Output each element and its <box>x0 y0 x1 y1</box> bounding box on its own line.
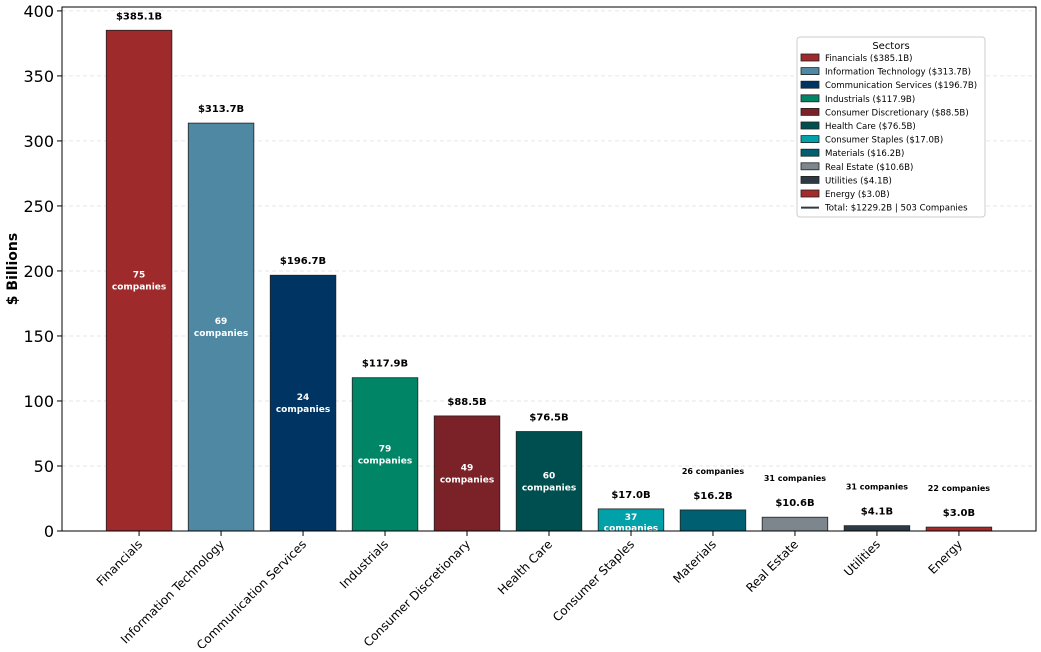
x-tick-label: Industrials <box>337 537 391 591</box>
legend-entry: Real Estate ($10.6B) <box>825 163 913 173</box>
legend-swatch-9 <box>800 175 820 184</box>
legend-swatch-1 <box>800 67 820 75</box>
x-tick-label: Real Estate <box>743 537 801 595</box>
company-label: companies <box>112 283 166 293</box>
bar-3 <box>351 377 419 532</box>
company-count: 37 <box>625 513 638 523</box>
company-label: companies <box>358 456 412 466</box>
company-label: companies <box>276 405 330 415</box>
legend-entry: Financials ($385.1B) <box>825 54 913 64</box>
company-label: 31 companies <box>846 483 908 492</box>
company-label: 22 companies <box>928 484 990 493</box>
y-axis-label: $ Billions <box>5 233 21 305</box>
y-tick-label: 100 <box>23 392 54 411</box>
company-label: 26 companies <box>682 467 744 476</box>
company-label: companies <box>194 329 248 339</box>
bar-7 <box>679 509 747 532</box>
y-tick-label: 50 <box>34 457 54 476</box>
bar-0 <box>105 29 173 532</box>
legend-entry: Industrials ($117.9B) <box>825 95 915 105</box>
legend-swatch-10 <box>800 189 820 198</box>
legend-swatch-3 <box>800 94 820 103</box>
legend-entry: Energy ($3.0B) <box>825 190 890 200</box>
value-label: $76.5B <box>529 413 568 424</box>
value-label: $10.6B <box>775 498 814 509</box>
y-tick-label: 400 <box>23 2 54 21</box>
legend-swatch-6 <box>800 135 820 144</box>
y-tick-label: 200 <box>23 262 54 281</box>
company-label: companies <box>522 483 576 493</box>
value-label: $17.0B <box>611 490 650 501</box>
value-label: $88.5B <box>447 397 486 408</box>
legend-swatch-0 <box>800 53 820 62</box>
legend-entry: Utilities ($4.1B) <box>825 176 892 186</box>
value-label: $3.0B <box>943 508 975 519</box>
value-label: $313.7B <box>198 104 244 115</box>
legend-box <box>796 36 986 218</box>
legend-total: Total: $1229.2B | 503 Companies <box>824 204 968 214</box>
value-label: $4.1B <box>861 507 893 518</box>
legend-title: Sectors <box>872 41 909 52</box>
legend-entry: Materials ($16.2B) <box>825 149 904 159</box>
x-tick-label: Utilities <box>841 537 883 579</box>
bar-10 <box>925 526 993 532</box>
bar-9 <box>843 525 911 532</box>
legend-swatch-7 <box>800 148 820 157</box>
company-count: 75 <box>133 271 146 281</box>
legend-entry: Consumer Discretionary ($88.5B) <box>825 108 969 118</box>
legend-entry: Health Care ($76.5B) <box>825 122 916 132</box>
company-label: 31 companies <box>764 474 826 483</box>
bar-8 <box>761 516 829 532</box>
value-label: $16.2B <box>693 491 732 502</box>
company-count: 24 <box>297 393 310 403</box>
company-count: 69 <box>215 317 228 327</box>
legend-entry: Information Technology ($313.7B) <box>825 68 971 78</box>
y-tick-label: 350 <box>23 67 54 86</box>
legend-swatch-2 <box>800 80 820 89</box>
x-tick-label: Materials <box>670 537 719 586</box>
legend-swatch-8 <box>800 162 820 171</box>
y-tick-label: 250 <box>23 197 54 216</box>
x-tick-label: Health Care <box>495 537 555 597</box>
plot-frame <box>61 6 1037 532</box>
x-tick-label: Consumer Staples <box>550 537 637 624</box>
bar-4 <box>433 415 501 532</box>
company-count: 79 <box>379 444 392 454</box>
value-label: $117.9B <box>362 359 408 370</box>
legend-entry: Communication Services ($196.7B) <box>825 81 977 91</box>
x-tick-label: Energy <box>925 537 965 577</box>
company-label: companies <box>604 524 658 534</box>
bar-5 <box>515 431 583 532</box>
y-tick-label: 0 <box>44 522 54 541</box>
company-count: 49 <box>461 463 474 473</box>
bar-2 <box>269 274 337 532</box>
company-count: 60 <box>543 471 556 481</box>
value-label: $385.1B <box>116 11 162 22</box>
x-tick-label: Financials <box>94 537 145 588</box>
y-tick-label: 300 <box>23 132 54 151</box>
bar-1 <box>187 122 255 532</box>
value-label: $196.7B <box>280 256 326 267</box>
y-tick-label: 150 <box>23 327 54 346</box>
legend-swatch-5 <box>800 121 820 130</box>
legend-swatch-4 <box>800 108 820 116</box>
company-label: companies <box>440 475 494 485</box>
legend-entry: Consumer Staples ($17.0B) <box>825 136 943 146</box>
